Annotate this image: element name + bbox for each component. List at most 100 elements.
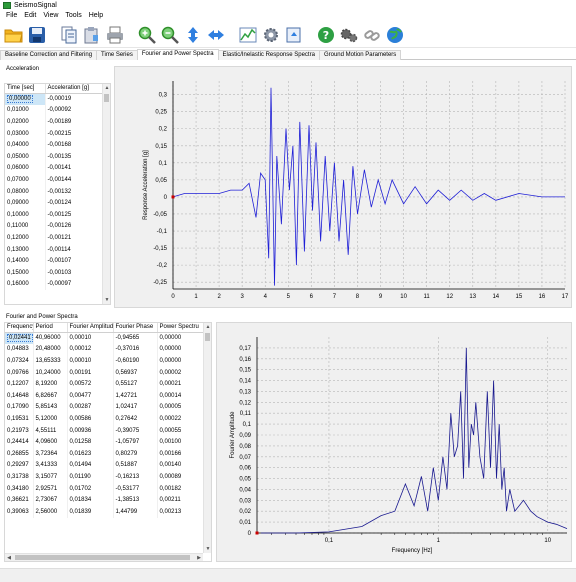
table-cell[interactable]: 5,12000 <box>33 413 68 425</box>
table-row[interactable]: 0,16000 -0,00097 <box>5 278 104 291</box>
table-row[interactable]: 0,01000 -0,00092 <box>5 104 104 117</box>
zoom-in-icon[interactable] <box>137 25 157 45</box>
table-row[interactable]: 0,13000 -0,00114 <box>5 243 104 256</box>
table-cell[interactable]: 0,09766 <box>5 366 34 379</box>
tab-ground-motion-parameters[interactable]: Ground Motion Parameters <box>318 50 402 60</box>
table-cell[interactable]: 2,56000 <box>33 505 68 518</box>
table-cell[interactable]: 0,00140 <box>157 459 204 472</box>
table-cell[interactable]: 0,00586 <box>67 413 114 425</box>
globe-icon[interactable] <box>385 25 405 45</box>
scrollbar-thumb[interactable] <box>104 94 109 102</box>
tab-fourier-power-spectra[interactable]: Fourier and Power Spectra <box>136 49 219 60</box>
table-row[interactable]: 0,09766 10,24000 0,00191 0,56937 0,00002 <box>5 366 204 379</box>
table-cell[interactable]: -0,53177 <box>113 482 158 495</box>
table-row[interactable]: 0,08000 -0,00132 <box>5 185 104 198</box>
table-cell[interactable]: 0,00014 <box>157 389 204 402</box>
acceleration-table-scrollbar[interactable]: ▲ ▼ <box>102 84 110 304</box>
settings-gear-icon[interactable] <box>261 25 281 45</box>
vertical-resize-icon[interactable] <box>183 25 203 45</box>
table-cell[interactable]: -0,39075 <box>113 424 158 437</box>
table-cell[interactable]: 0,21973 <box>5 424 34 437</box>
table-cell[interactable]: 0,00010 <box>67 355 114 367</box>
chart-icon[interactable] <box>238 25 258 45</box>
tab-response-spectra[interactable]: Elastic/Inelastic Response Spectra <box>217 50 320 60</box>
table-row[interactable]: 0,11000 -0,00126 <box>5 220 104 233</box>
table-cell[interactable]: 0,00166 <box>157 447 204 460</box>
table-cell[interactable]: -1,05797 <box>113 436 158 448</box>
menu-file[interactable]: File <box>6 12 18 19</box>
table-cell[interactable]: -0,00019 <box>45 93 104 105</box>
table-cell[interactable]: 0,00213 <box>157 505 204 518</box>
table-cell[interactable]: 0,07000 <box>5 174 46 186</box>
table-row[interactable]: 0,12207 8,19200 0,00572 0,55127 0,00021 <box>5 378 204 390</box>
table-cell[interactable]: -0,16213 <box>113 471 158 483</box>
table-cell[interactable]: 13,65333 <box>33 355 68 367</box>
table-cell[interactable]: 0,34180 <box>5 482 34 495</box>
table-cell[interactable]: 0,14648 <box>5 389 34 402</box>
table-cell[interactable]: -1,38513 <box>113 494 158 506</box>
table-cell[interactable]: 0,16000 <box>5 278 46 291</box>
table-row[interactable]: 0,17090 5,85143 0,00287 1,02417 0,00005 <box>5 401 204 414</box>
table-cell[interactable]: 0,02441 <box>5 332 34 344</box>
table-cell[interactable]: 0,39063 <box>5 505 34 518</box>
save-icon[interactable] <box>27 25 47 45</box>
table-cell[interactable]: -0,00125 <box>45 208 104 221</box>
table-row[interactable]: 0,05000 -0,00135 <box>5 150 104 163</box>
table-row[interactable]: 0,19531 5,12000 0,00586 0,27642 0,00022 <box>5 413 204 425</box>
column-header-period[interactable]: Period <box>33 323 68 333</box>
table-cell[interactable]: 0,12000 <box>5 232 46 244</box>
table-cell[interactable]: 3,41333 <box>33 459 68 472</box>
table-cell[interactable]: 0,55127 <box>113 378 158 390</box>
table-cell[interactable]: -0,00124 <box>45 197 104 209</box>
table-cell[interactable]: 0,02000 <box>5 116 46 128</box>
table-cell[interactable]: -0,60190 <box>113 355 158 367</box>
table-cell[interactable]: 0,12207 <box>5 378 34 390</box>
table-cell[interactable]: 0,01623 <box>67 447 114 460</box>
table-cell[interactable]: 0,00936 <box>67 424 114 437</box>
table-row[interactable]: 0,04883 20,48000 0,00012 -0,37016 0,00000 <box>5 343 204 356</box>
table-cell[interactable]: 0,00287 <box>67 401 114 414</box>
table-row[interactable]: 0,06000 -0,00141 <box>5 162 104 175</box>
column-header-acceleration[interactable]: Acceleration [g] <box>45 84 104 94</box>
table-cell[interactable]: 3,72364 <box>33 447 68 460</box>
table-cell[interactable]: 0,01834 <box>67 494 114 506</box>
table-cell[interactable]: 0,13000 <box>5 243 46 256</box>
table-cell[interactable]: 2,73067 <box>33 494 68 506</box>
scrollbar-thumb[interactable] <box>205 333 210 341</box>
table-cell[interactable]: 40,96000 <box>33 332 68 344</box>
column-header-time[interactable]: Time [sec] <box>5 84 46 94</box>
table-cell[interactable]: -0,00168 <box>45 139 104 151</box>
table-cell[interactable]: 0,01000 <box>5 104 46 117</box>
table-cell[interactable]: 0,00055 <box>157 424 204 437</box>
table-cell[interactable]: 0,51887 <box>113 459 158 472</box>
table-row[interactable]: 0,10000 -0,00125 <box>5 208 104 221</box>
table-cell[interactable]: 0,29297 <box>5 459 34 472</box>
table-cell[interactable]: 0,03000 <box>5 127 46 140</box>
table-cell[interactable]: -0,00215 <box>45 127 104 140</box>
table-cell[interactable]: 0,00002 <box>157 366 204 379</box>
table-cell[interactable]: -0,00114 <box>45 243 104 256</box>
table-cell[interactable]: -0,00132 <box>45 185 104 198</box>
table-cell[interactable]: 10,24000 <box>33 366 68 379</box>
menu-view[interactable]: View <box>43 12 59 19</box>
table-cell[interactable]: 0,00572 <box>67 378 114 390</box>
table-row[interactable]: 0,14648 6,82667 0,00477 1,42721 0,00014 <box>5 389 204 402</box>
table-cell[interactable]: 0,00000 <box>157 332 204 344</box>
table-cell[interactable]: -0,00189 <box>45 116 104 128</box>
table-cell[interactable]: 0,06000 <box>5 162 46 175</box>
table-cell[interactable]: 0,00005 <box>157 401 204 414</box>
menu-help[interactable]: Help <box>88 12 104 19</box>
table-cell[interactable]: 1,44799 <box>113 505 158 518</box>
table-row[interactable]: 0,04000 -0,00168 <box>5 139 104 151</box>
table-cell[interactable]: 20,48000 <box>33 343 68 356</box>
table-cell[interactable]: -0,94565 <box>113 332 158 344</box>
table-row[interactable]: 0,34180 2,92571 0,01702 -0,53177 0,00182 <box>5 482 204 495</box>
gears-icon[interactable] <box>339 25 359 45</box>
table-cell[interactable]: 0,00000 <box>5 93 46 105</box>
column-header-fourier-phase[interactable]: Fourier Phase <box>113 323 158 333</box>
table-cell[interactable]: -0,00135 <box>45 150 104 163</box>
scrollbar-thumb[interactable] <box>15 555 190 560</box>
column-header-fourier-amplitude[interactable]: Fourier Amplitude <box>67 323 114 333</box>
export-icon[interactable] <box>284 25 304 45</box>
table-row[interactable]: 0,21973 4,55111 0,00936 -0,39075 0,00055 <box>5 424 204 437</box>
